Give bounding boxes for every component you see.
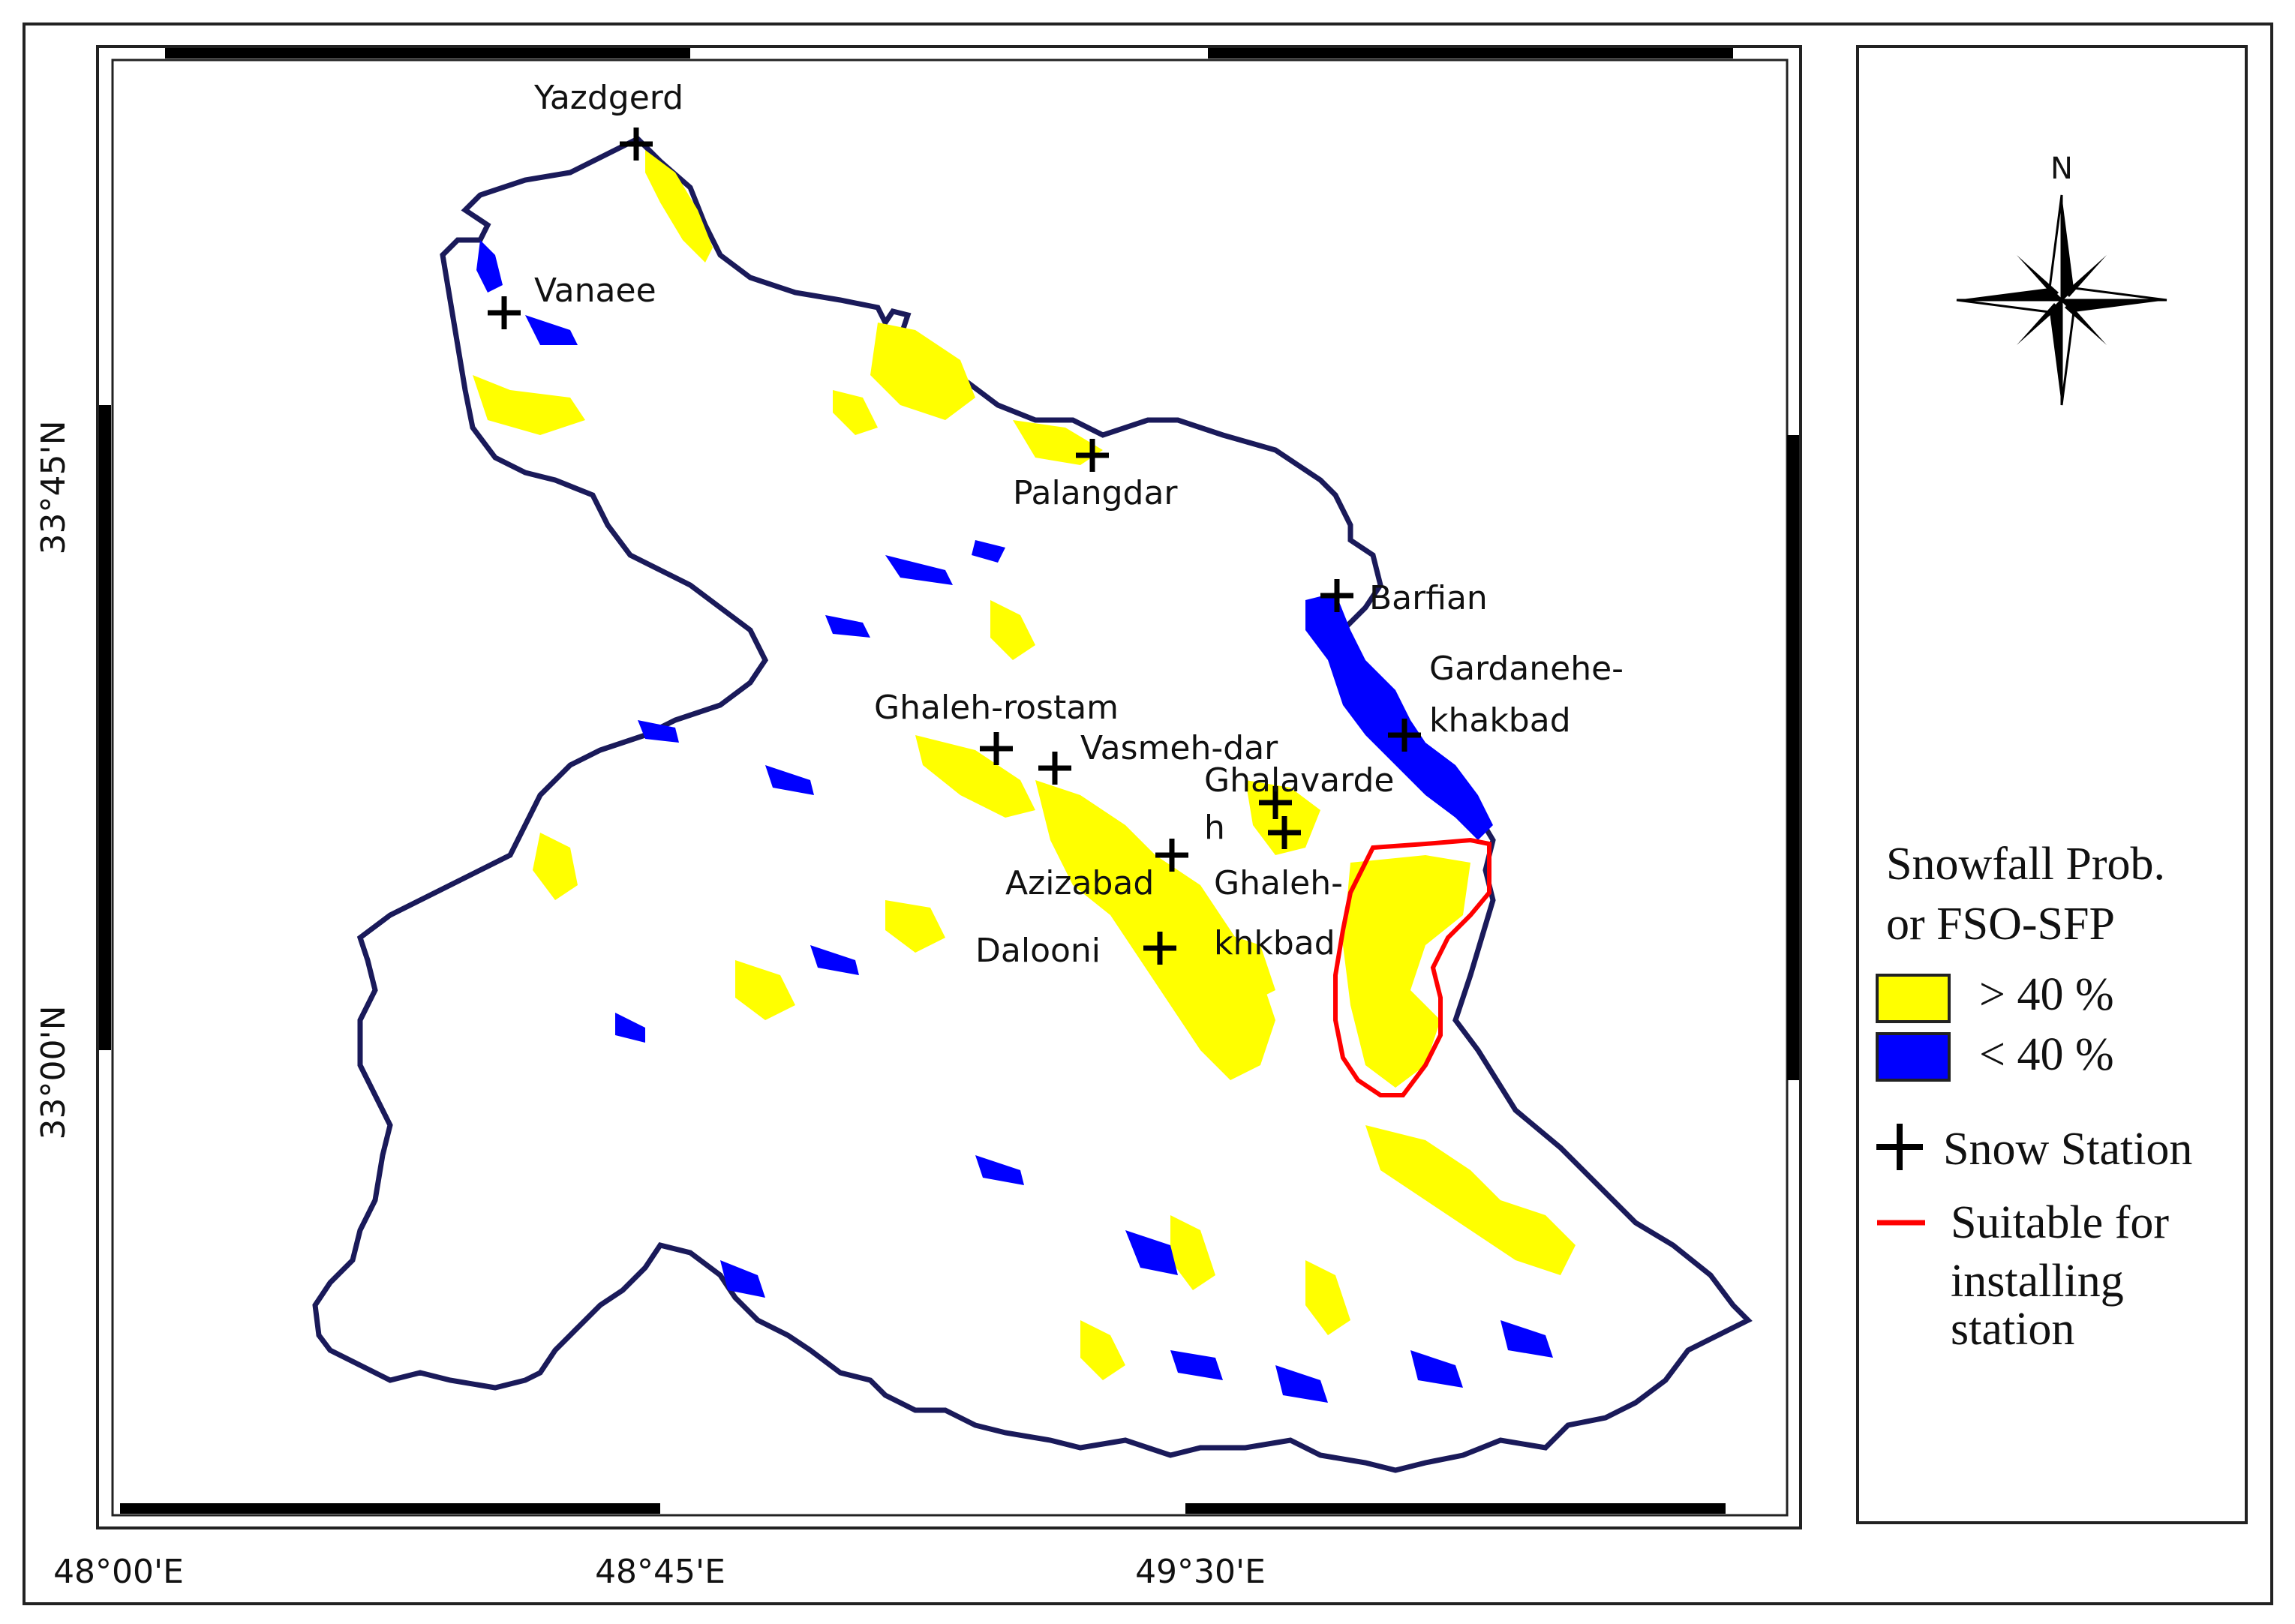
legend-title: Snowfall Prob. — [1886, 839, 2165, 890]
north-arrow-icon — [1956, 194, 2167, 406]
station-labels: Yazdgerd Vanaee Palangdar Barfian Gardan… — [533, 79, 1624, 970]
station-marker-palangdar — [1076, 439, 1109, 472]
longitude-label: 49°30'E — [1135, 1553, 1266, 1591]
legend-label-low: < 40 % — [1979, 1029, 2114, 1080]
station-label: Ghaleh-rostam — [874, 689, 1119, 727]
legend-label-suitable: Suitable for — [1951, 1197, 2169, 1248]
station-marker-ghaleh-khkbad — [1268, 816, 1301, 849]
legend-label-station: Snow Station — [1943, 1124, 2192, 1175]
station-marker-yazdgerd — [620, 128, 653, 161]
station-label: khkbad — [1214, 924, 1335, 962]
station-label: Vasmeh-dar — [1080, 729, 1278, 767]
station-label: h — [1204, 809, 1225, 847]
legend-swatch-low — [1876, 1032, 1951, 1082]
latitude-label: 33°00'N — [35, 1006, 73, 1140]
longitude-label: 48°00'E — [53, 1553, 184, 1591]
legend-label-suitable: station — [1951, 1304, 2074, 1355]
right-scale-bar — [1787, 435, 1799, 1080]
legend-label-suitable: installing — [1951, 1256, 2124, 1307]
suitable-area-outline — [1333, 837, 1491, 1097]
station-marker-vanaee — [488, 296, 521, 329]
longitude-label: 48°45'E — [595, 1553, 725, 1591]
stations — [488, 128, 1421, 965]
station-marker-ghaleh-rostam — [980, 732, 1013, 765]
low-probability-areas — [476, 240, 1553, 1403]
station-label: Vanaee — [534, 272, 656, 310]
station-label: Dalooni — [975, 932, 1101, 970]
legend-swatch-high — [1876, 974, 1951, 1023]
station-label: Ghaleh- — [1214, 864, 1343, 902]
legend-station-icon — [1876, 1124, 1923, 1170]
bottom-scale-bar — [120, 1503, 1726, 1514]
latitude-label: 33°45'N — [35, 421, 73, 555]
station-marker-ghalavardeh — [1259, 786, 1292, 819]
station-label: Ghalavarde — [1204, 761, 1394, 800]
figure-frame — [23, 23, 2273, 1605]
station-label: Azizabad — [1005, 864, 1154, 902]
left-scale-bar — [99, 405, 111, 1050]
top-scale-bar — [165, 48, 1733, 59]
north-label: N — [2050, 152, 2073, 186]
station-marker-barfian — [1320, 579, 1353, 612]
station-marker-vasmeh-dar — [1038, 752, 1071, 785]
legend-subtitle: or FSO-SFP — [1886, 899, 2115, 950]
station-marker-dalooni — [1143, 932, 1176, 965]
station-label: Barfian — [1369, 579, 1488, 617]
station-label: khakbad — [1429, 701, 1571, 740]
station-label: Palangdar — [1013, 474, 1178, 512]
station-label: Yazdgerd — [533, 79, 683, 117]
station-label: Gardanehe- — [1429, 650, 1624, 688]
legend-label-high: > 40 % — [1979, 969, 2114, 1020]
station-marker-gardanehe-khakbad — [1388, 719, 1421, 752]
station-marker-azizabad — [1155, 839, 1188, 872]
